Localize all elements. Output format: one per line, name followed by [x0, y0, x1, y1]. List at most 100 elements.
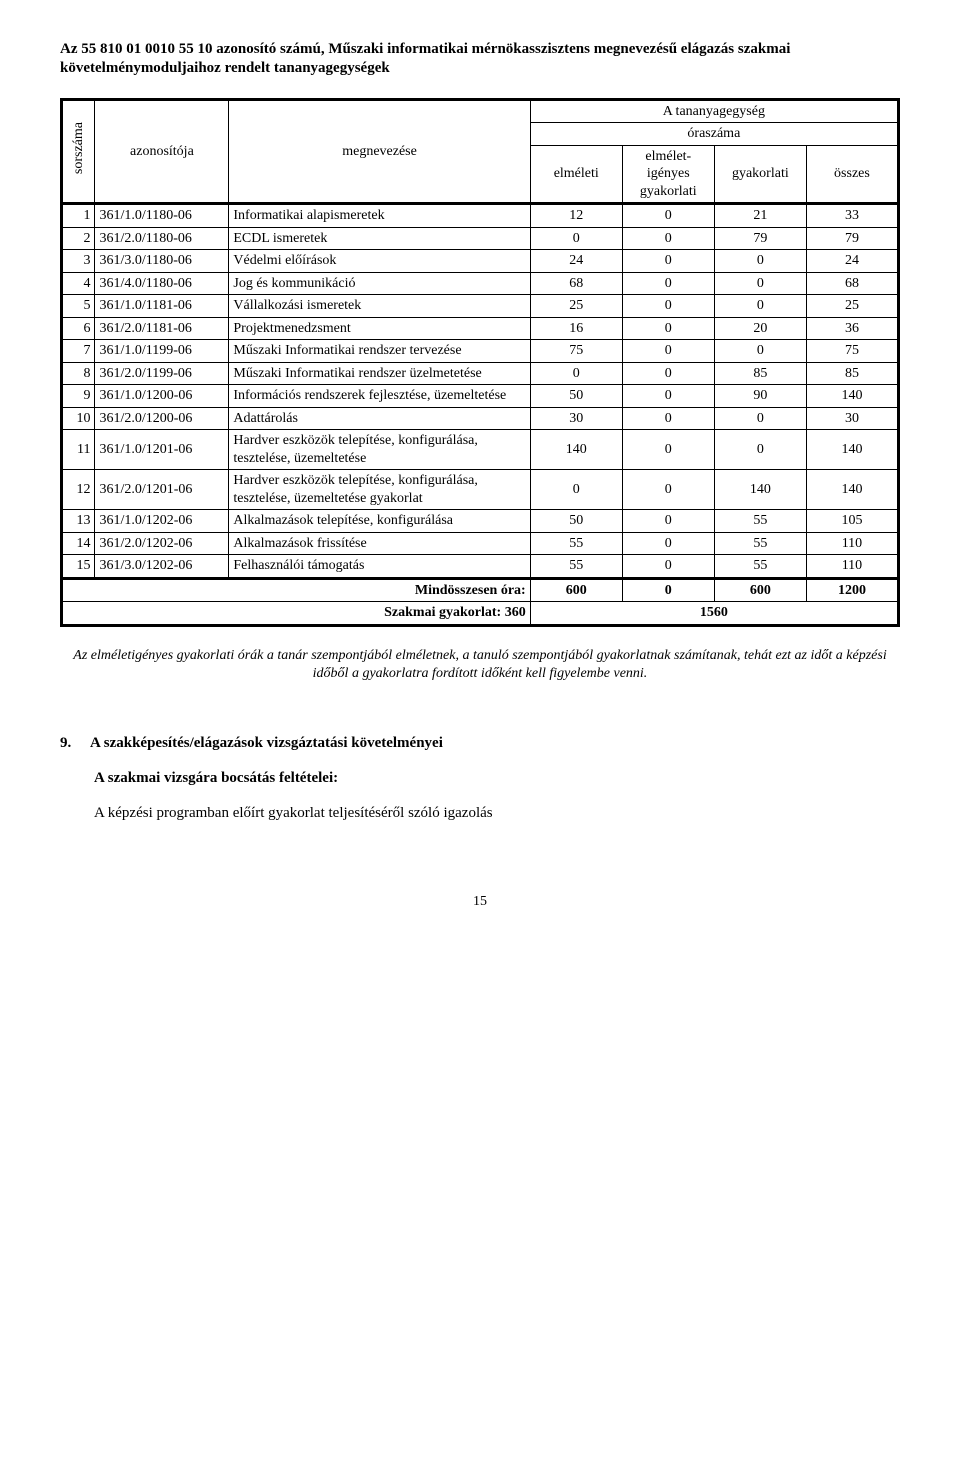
cell-c: 90 [714, 385, 806, 408]
cell-c: 0 [714, 272, 806, 295]
totals-c: 600 [714, 578, 806, 602]
section-9: 9. A szakképesítés/elágazások vizsgáztat… [60, 734, 900, 822]
cell-a: 140 [530, 430, 622, 470]
cell-d: 36 [806, 317, 898, 340]
cell-n: 13 [62, 510, 95, 533]
table-row: 9361/1.0/1200-06Információs rendszerek f… [62, 385, 899, 408]
cell-b: 0 [622, 272, 714, 295]
cell-n: 11 [62, 430, 95, 470]
sec9-sub: A szakmai vizsgára bocsátás feltételei: [94, 769, 900, 788]
col-megnevezese: megnevezése [229, 99, 530, 204]
col-oraszama: óraszáma [530, 123, 898, 146]
table-row: 14361/2.0/1202-06Alkalmazások frissítése… [62, 532, 899, 555]
table-row: 15361/3.0/1202-06Felhasználói támogatás5… [62, 555, 899, 579]
cell-id: 361/3.0/1202-06 [95, 555, 229, 579]
cell-name: Felhasználói támogatás [229, 555, 530, 579]
cell-name: Hardver eszközök telepítése, konfigurálá… [229, 430, 530, 470]
totals-a: 600 [530, 578, 622, 602]
cell-b: 0 [622, 295, 714, 318]
cell-id: 361/1.0/1180-06 [95, 204, 229, 228]
cell-d: 110 [806, 532, 898, 555]
cell-b: 0 [622, 204, 714, 228]
cell-name: Védelmi előírások [229, 250, 530, 273]
cell-name: Projektmenedzsment [229, 317, 530, 340]
col-elmeletigenyes: elmélet- igényes gyakorlati [622, 145, 714, 204]
sec9-body: A képzési programban előírt gyakorlat te… [94, 804, 900, 823]
cell-id: 361/2.0/1181-06 [95, 317, 229, 340]
cell-d: 105 [806, 510, 898, 533]
table-row: 12361/2.0/1201-06Hardver eszközök telepí… [62, 470, 899, 510]
cell-b: 0 [622, 407, 714, 430]
cell-name: Alkalmazások frissítése [229, 532, 530, 555]
cell-id: 361/2.0/1180-06 [95, 227, 229, 250]
col-tananyagegyseg: A tananyagegység [530, 99, 898, 123]
cell-d: 140 [806, 385, 898, 408]
cell-name: Hardver eszközök telepítése, konfigurálá… [229, 470, 530, 510]
col-osszes: összes [806, 145, 898, 204]
cell-b: 0 [622, 532, 714, 555]
cell-id: 361/2.0/1201-06 [95, 470, 229, 510]
table-row: 2361/2.0/1180-06ECDL ismeretek007979 [62, 227, 899, 250]
sec9-num: 9. [60, 735, 71, 751]
cell-a: 16 [530, 317, 622, 340]
cell-c: 55 [714, 555, 806, 579]
cell-name: Műszaki Informatikai rendszer üzelmeteté… [229, 362, 530, 385]
cell-a: 24 [530, 250, 622, 273]
totals-d: 1200 [806, 578, 898, 602]
cell-id: 361/2.0/1199-06 [95, 362, 229, 385]
cell-b: 0 [622, 362, 714, 385]
cell-n: 15 [62, 555, 95, 579]
cell-name: Jog és kommunikáció [229, 272, 530, 295]
cell-c: 0 [714, 340, 806, 363]
cell-id: 361/1.0/1200-06 [95, 385, 229, 408]
cell-d: 75 [806, 340, 898, 363]
cell-name: Alkalmazások telepítése, konfigurálása [229, 510, 530, 533]
cell-d: 25 [806, 295, 898, 318]
cell-name: ECDL ismeretek [229, 227, 530, 250]
cell-c: 79 [714, 227, 806, 250]
cell-b: 0 [622, 430, 714, 470]
cell-c: 140 [714, 470, 806, 510]
cell-a: 75 [530, 340, 622, 363]
cell-id: 361/1.0/1201-06 [95, 430, 229, 470]
cell-c: 85 [714, 362, 806, 385]
col-gyakorlati: gyakorlati [714, 145, 806, 204]
cell-d: 85 [806, 362, 898, 385]
cell-a: 0 [530, 362, 622, 385]
cell-n: 12 [62, 470, 95, 510]
cell-b: 0 [622, 340, 714, 363]
cell-d: 140 [806, 430, 898, 470]
cell-b: 0 [622, 470, 714, 510]
cell-a: 55 [530, 555, 622, 579]
col-azonositoja: azonosítója [95, 99, 229, 204]
cell-d: 140 [806, 470, 898, 510]
cell-c: 55 [714, 532, 806, 555]
cell-a: 30 [530, 407, 622, 430]
cell-d: 30 [806, 407, 898, 430]
cell-name: Műszaki Informatikai rendszer tervezése [229, 340, 530, 363]
cell-c: 55 [714, 510, 806, 533]
cell-name: Információs rendszerek fejlesztése, üzem… [229, 385, 530, 408]
cell-n: 10 [62, 407, 95, 430]
table-row: 4361/4.0/1180-06Jog és kommunikáció68006… [62, 272, 899, 295]
sec9-heading: A szakképesítés/elágazások vizsgáztatási… [90, 735, 443, 751]
cell-name: Vállalkozási ismeretek [229, 295, 530, 318]
cell-id: 361/2.0/1202-06 [95, 532, 229, 555]
cell-c: 0 [714, 295, 806, 318]
cell-id: 361/4.0/1180-06 [95, 272, 229, 295]
col-elmeleti: elméleti [530, 145, 622, 204]
cell-id: 361/1.0/1181-06 [95, 295, 229, 318]
cell-n: 1 [62, 204, 95, 228]
table-row: 13361/1.0/1202-06Alkalmazások telepítése… [62, 510, 899, 533]
cell-c: 0 [714, 407, 806, 430]
cell-a: 50 [530, 510, 622, 533]
cell-id: 361/2.0/1200-06 [95, 407, 229, 430]
cell-id: 361/1.0/1199-06 [95, 340, 229, 363]
table-row: 7361/1.0/1199-06Műszaki Informatikai ren… [62, 340, 899, 363]
cell-name: Informatikai alapismeretek [229, 204, 530, 228]
cell-a: 68 [530, 272, 622, 295]
table-row: 11361/1.0/1201-06Hardver eszközök telepí… [62, 430, 899, 470]
cell-d: 33 [806, 204, 898, 228]
cell-c: 21 [714, 204, 806, 228]
cell-a: 50 [530, 385, 622, 408]
